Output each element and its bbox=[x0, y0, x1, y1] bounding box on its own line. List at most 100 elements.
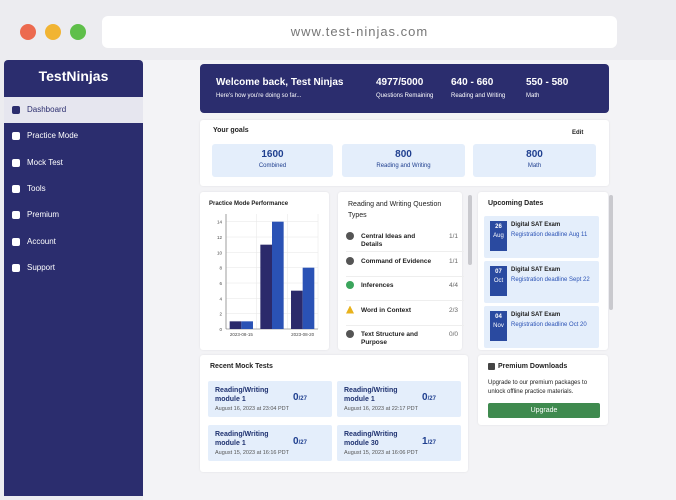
welcome-subtitle: Here's how you're doing so far... bbox=[216, 93, 302, 99]
test-name: Reading/Writing module 1 bbox=[344, 387, 398, 403]
question-type-row: Central Ideas and Details 1/1 bbox=[346, 232, 464, 252]
nav-icon bbox=[12, 132, 20, 141]
nav-label: Premium bbox=[27, 210, 60, 220]
bar bbox=[241, 321, 253, 329]
calendar-badge: 04 Nov bbox=[490, 311, 507, 341]
recent-title: Recent Mock Tests bbox=[210, 363, 273, 370]
scrollbar[interactable] bbox=[609, 195, 613, 310]
date-title: Digital SAT Exam bbox=[511, 267, 561, 273]
test-score: 0 bbox=[293, 392, 299, 403]
test-date: August 16, 2023 at 23:04 PDT bbox=[215, 406, 289, 412]
test-score-box: 1/27 bbox=[422, 431, 436, 449]
question-types-title: Reading and Writing Question Types bbox=[348, 201, 442, 219]
status-icon bbox=[346, 256, 354, 265]
minimize-dot[interactable] bbox=[45, 24, 61, 40]
brand-text: TestNinjas bbox=[38, 68, 109, 84]
scrollbar[interactable] bbox=[468, 195, 472, 265]
nav-item[interactable]: Tools bbox=[4, 176, 143, 202]
date-day: 26 bbox=[495, 224, 502, 230]
bar bbox=[260, 244, 272, 329]
mock-test[interactable]: Reading/Writing module 30 1/27 August 15, … bbox=[337, 425, 461, 461]
nav-item[interactable]: Dashboard bbox=[4, 97, 143, 123]
nav-label: Practice Mode bbox=[27, 131, 79, 141]
chart-title: Practice Mode Performance bbox=[209, 201, 289, 207]
nav-item[interactable]: Premium bbox=[4, 202, 143, 228]
date-month: Oct bbox=[493, 278, 504, 284]
stat-label: Reading and Writing bbox=[451, 93, 506, 99]
calendar-badge: 07 Oct bbox=[490, 266, 507, 296]
goal-label: Reading and Writing bbox=[376, 163, 431, 169]
question-type-row: Word in Context 2/3 bbox=[346, 305, 464, 326]
date-item[interactable]: 04 Nov Digital SAT Exam Registration deadli… bbox=[484, 306, 599, 348]
lock-icon bbox=[488, 363, 495, 370]
goal-box: 1600 Combined bbox=[212, 144, 333, 177]
brand[interactable]: TestNinjas bbox=[4, 68, 143, 84]
question-type-label: Text Structure and Purpose bbox=[361, 331, 418, 346]
x-tick-label: 2023-08-20 bbox=[291, 332, 315, 337]
mock-test[interactable]: Reading/Writing module 1 0/27 August 15, 2… bbox=[208, 425, 332, 461]
y-tick-label: 0 bbox=[219, 327, 222, 332]
status-icon bbox=[346, 305, 354, 314]
goals-title: Your goals bbox=[213, 127, 249, 134]
stat-label: Questions Remaining bbox=[376, 93, 434, 99]
y-tick-label: 8 bbox=[219, 266, 222, 271]
nav-label: Tools bbox=[27, 183, 46, 193]
close-dot[interactable] bbox=[20, 24, 36, 40]
upgrade-button[interactable]: Upgrade bbox=[488, 403, 600, 418]
nav-item[interactable]: Mock Test bbox=[4, 150, 143, 176]
y-tick-label: 2 bbox=[219, 312, 222, 317]
y-tick-label: 10 bbox=[217, 250, 223, 255]
y-tick-label: 12 bbox=[217, 235, 223, 240]
nav-item[interactable]: Support bbox=[4, 255, 143, 281]
date-detail: Registration deadline Oct 20 bbox=[511, 322, 587, 328]
date-month: Nov bbox=[493, 323, 504, 329]
date-detail: Registration deadline Aug 11 bbox=[511, 232, 588, 238]
test-name: Reading/Writing module 1 bbox=[215, 431, 269, 447]
nav-icon bbox=[12, 263, 20, 272]
upcoming-card: Upcoming Dates 26 Aug Digital SAT Exam Regi… bbox=[478, 192, 608, 350]
goal-box: 800 Reading and Writing bbox=[342, 144, 465, 177]
question-type-row: Command of Evidence 1/1 bbox=[346, 256, 464, 277]
status-icon bbox=[346, 281, 354, 289]
status-icon bbox=[346, 330, 354, 338]
nav-item[interactable]: Account bbox=[4, 229, 143, 255]
nav-icon bbox=[12, 158, 20, 167]
upcoming-title: Upcoming Dates bbox=[488, 200, 544, 207]
date-day: 04 bbox=[495, 314, 502, 320]
test-score: 0 bbox=[422, 392, 428, 403]
nav-icon bbox=[12, 106, 20, 114]
goal-value: 800 bbox=[526, 149, 543, 160]
bar bbox=[229, 321, 242, 329]
date-item[interactable]: 26 Aug Digital SAT Exam Registration deadli… bbox=[484, 216, 599, 258]
date-title: Digital SAT Exam bbox=[511, 222, 561, 228]
bar bbox=[272, 221, 284, 329]
bar bbox=[302, 267, 315, 329]
date-item[interactable]: 07 Oct Digital SAT Exam Registration deadli… bbox=[484, 261, 599, 303]
question-type-label: Inferences bbox=[361, 282, 394, 289]
status-icon bbox=[346, 232, 354, 240]
stat-value: 640 - 660 bbox=[451, 77, 494, 88]
test-date: August 15, 2023 at 16:16 PDT bbox=[215, 450, 289, 456]
maximize-dot[interactable] bbox=[70, 24, 86, 40]
edit-button[interactable]: Edit bbox=[572, 130, 584, 136]
bar bbox=[291, 290, 303, 329]
goal-label: Math bbox=[527, 163, 542, 169]
question-type-label: Word in Context bbox=[361, 306, 412, 314]
recent-card: Recent Mock Tests Reading/Writing module… bbox=[200, 355, 468, 472]
mock-test[interactable]: Reading/Writing module 1 0/27 August 16, 2… bbox=[337, 381, 461, 417]
date-day: 07 bbox=[495, 269, 502, 275]
test-score-box: 0/27 bbox=[422, 387, 436, 405]
test-date: August 15, 2023 at 16:06 PDT bbox=[344, 450, 418, 456]
y-tick-label: 14 bbox=[217, 220, 223, 225]
stat-value: 4977/5000 bbox=[376, 77, 424, 88]
calendar-badge: 26 Aug bbox=[490, 221, 507, 251]
question-type-score: 1/1 bbox=[448, 257, 458, 265]
y-tick-label: 4 bbox=[219, 296, 222, 301]
nav-item[interactable]: Practice Mode bbox=[4, 123, 143, 149]
nav-label: Account bbox=[27, 236, 56, 246]
goal-value: 800 bbox=[395, 149, 412, 160]
x-tick-label: 2023-08-15 bbox=[230, 332, 254, 337]
mock-test[interactable]: Reading/Writing module 1 0/27 August 16, 2… bbox=[208, 381, 332, 417]
url-bar[interactable]: www.test-ninjas.com bbox=[102, 16, 617, 48]
sidebar: TestNinjas Dashboard Practice Mode Mock Te… bbox=[4, 60, 143, 496]
